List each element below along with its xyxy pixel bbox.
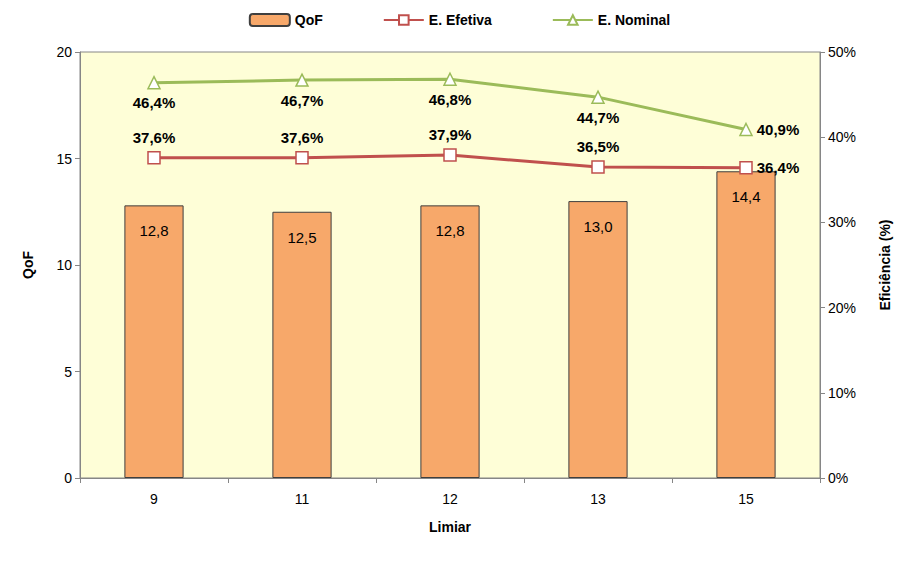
svg-text:15: 15 [56, 151, 72, 167]
svg-text:11: 11 [295, 491, 310, 507]
svg-text:QoF: QoF [295, 12, 323, 28]
svg-text:37,6%: 37,6% [133, 129, 176, 146]
svg-text:15: 15 [738, 491, 754, 507]
svg-text:13,0: 13,0 [583, 218, 612, 235]
svg-text:36,5%: 36,5% [577, 138, 620, 155]
svg-text:40,9%: 40,9% [757, 121, 800, 138]
svg-text:37,6%: 37,6% [281, 129, 324, 146]
svg-text:10%: 10% [828, 385, 856, 401]
svg-text:10: 10 [56, 257, 72, 273]
svg-text:12,8: 12,8 [139, 222, 168, 239]
svg-text:37,9%: 37,9% [429, 126, 472, 143]
svg-text:20: 20 [56, 44, 72, 60]
svg-text:46,7%: 46,7% [281, 92, 324, 109]
svg-text:30%: 30% [828, 214, 856, 230]
svg-text:QoF: QoF [20, 251, 36, 279]
svg-text:Eficiência (%): Eficiência (%) [877, 219, 893, 310]
svg-text:12,8: 12,8 [435, 222, 464, 239]
svg-text:5: 5 [64, 364, 72, 380]
svg-text:40%: 40% [828, 129, 856, 145]
svg-text:12: 12 [442, 491, 458, 507]
svg-text:13: 13 [590, 491, 606, 507]
svg-text:44,7%: 44,7% [577, 109, 620, 126]
svg-text:20%: 20% [828, 300, 856, 316]
svg-text:Limiar: Limiar [429, 519, 472, 535]
svg-text:12,5: 12,5 [287, 229, 316, 246]
svg-text:50%: 50% [828, 44, 856, 60]
svg-text:0%: 0% [828, 470, 848, 486]
svg-text:14,4: 14,4 [731, 188, 760, 205]
svg-text:0: 0 [64, 470, 72, 486]
svg-text:E. Nominal: E. Nominal [598, 12, 670, 28]
svg-text:36,4%: 36,4% [757, 159, 800, 176]
svg-text:46,4%: 46,4% [133, 94, 176, 111]
svg-text:9: 9 [150, 491, 158, 507]
svg-text:46,8%: 46,8% [429, 91, 472, 108]
svg-text:E. Efetiva: E. Efetiva [429, 12, 492, 28]
